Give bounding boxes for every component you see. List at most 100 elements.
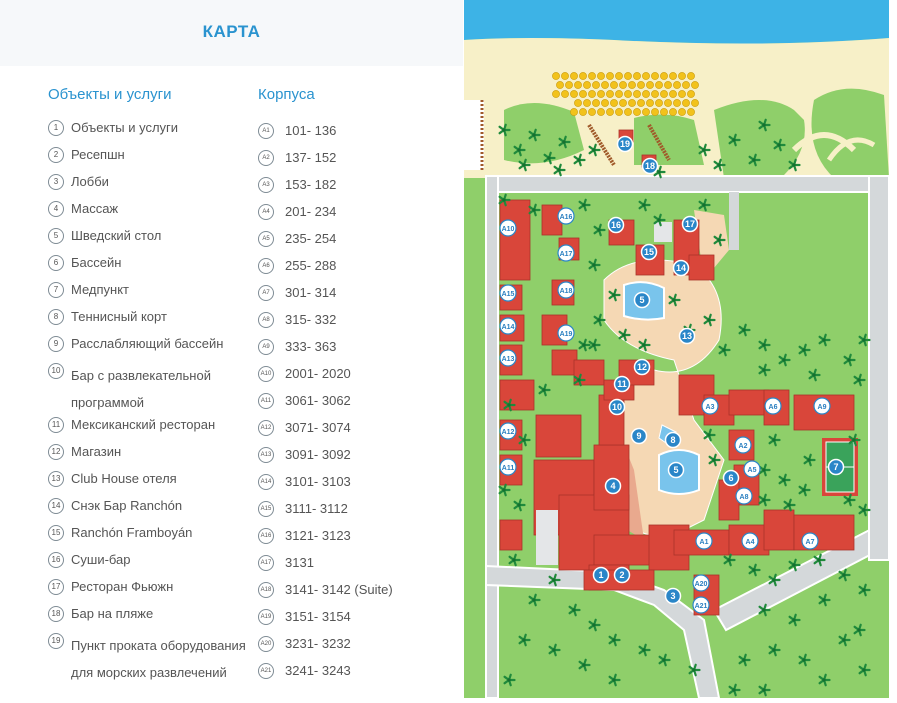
block-item: A19 3151- 3154 [258,608,458,635]
map-block-pin[interactable]: A14 [499,317,517,335]
service-number-badge: 12 [48,444,64,460]
beach-umbrella [664,81,672,89]
palm-tree [503,398,516,412]
beach-umbrella [678,72,686,80]
palm-tree [798,483,811,497]
map-service-pin[interactable]: 10 [608,398,626,416]
service-item: 3 Лобби [48,173,248,200]
map-block-pin[interactable]: A7 [801,532,819,550]
service-number-badge: 10 [48,363,64,379]
map-service-pin[interactable]: 7 [827,458,845,476]
service-label: Бар с развлекательной программой [71,368,211,410]
map-block-pin[interactable]: A19 [557,324,575,342]
palm-tree [818,593,831,607]
map-block-pin[interactable]: A4 [741,532,759,550]
block-rooms: 3231- 3232 [285,636,351,651]
map-service-pin[interactable]: 18 [641,157,659,175]
building [728,524,770,556]
svg-text:A16: A16 [560,214,573,221]
map-block-pin[interactable]: A12 [499,422,517,440]
map-block-pin[interactable]: A13 [499,349,517,367]
map-service-pin[interactable]: 6 [722,469,740,487]
map-block-pin[interactable]: A9 [813,397,831,415]
map-block-pin[interactable]: A2 [734,436,752,454]
palm-tree [593,313,606,327]
palm-tree [813,553,826,567]
block-item: A13 3091- 3092 [258,446,458,473]
palm-tree [638,198,651,212]
beach-umbrella [633,108,641,116]
service-number-badge: 4 [48,201,64,217]
svg-text:18: 18 [645,161,655,171]
map-service-pin[interactable]: 17 [681,215,699,233]
service-label: Ресепшн [71,147,125,162]
service-item: 18 Бар на пляже [48,605,248,632]
beach-umbrella [633,72,641,80]
service-item: 14 Снэк Бар Ranchón [48,497,248,524]
map-block-pin[interactable]: A18 [557,281,575,299]
sea [464,0,889,44]
map-service-pin[interactable]: 9 [630,427,648,445]
palm-tree [788,613,801,627]
beach-umbrella [633,90,641,98]
beach-umbrellas [552,72,699,116]
map-block-pin[interactable]: A17 [557,244,575,262]
map-block-pin[interactable]: A3 [701,397,719,415]
map-block-pin[interactable]: A8 [735,487,753,505]
beach-umbrella [606,108,614,116]
block-rooms: 3091- 3092 [285,447,351,462]
map-block-pin[interactable]: A6 [764,397,782,415]
beach-umbrella [646,99,654,107]
beach-umbrella [610,81,618,89]
beach-umbrella [588,72,596,80]
palm-tree [588,338,601,352]
map-service-pin[interactable]: 12 [633,358,651,376]
palm-tree [858,663,871,677]
svg-text:13: 13 [682,331,692,341]
palm-tree [778,473,791,487]
svg-text:A6: A6 [769,404,778,411]
map-block-pin[interactable]: A16 [557,207,575,225]
map-service-pin[interactable]: 5 [633,291,651,309]
map-block-pin[interactable]: A20 [692,574,710,592]
map-block-pin[interactable]: A11 [499,458,517,476]
map-service-pin[interactable]: 13 [678,327,696,345]
palm-tree [528,203,541,217]
map-block-pin[interactable]: A1 [695,532,713,550]
palm-tree [708,453,721,467]
beach-umbrella [651,108,659,116]
beach-umbrella [570,90,578,98]
beach-umbrella [597,90,605,98]
map-service-pin[interactable]: 8 [664,431,682,449]
palm-tree [758,603,771,617]
map-block-pin[interactable]: A5 [743,460,761,478]
map-service-pin[interactable]: 1 [592,566,610,584]
map-service-pin[interactable]: 19 [616,135,634,153]
map-service-pin[interactable]: 5 [667,461,685,479]
map-block-pin[interactable]: A21 [692,596,710,614]
beach-umbrella [579,108,587,116]
svg-text:11: 11 [617,379,627,389]
map-service-pin[interactable]: 4 [604,477,622,495]
map-block-pin[interactable]: A15 [499,284,517,302]
map-service-pin[interactable]: 2 [613,566,631,584]
beach-umbrella [642,72,650,80]
svg-text:A17: A17 [560,251,573,258]
resort-map[interactable]: 1 2 3 4 5 5 6 7 8 9 10 11 12 13 14 15 16 17 18 19 A1 A2 A3 A4 A5… [464,0,897,699]
map-service-pin[interactable]: 16 [607,216,625,234]
map-block-pin[interactable]: A10 [499,219,517,237]
palm-tree [773,138,786,152]
palm-tree [518,433,531,447]
beach-umbrella [610,99,618,107]
beach-umbrella [646,81,654,89]
beach-umbrella [669,72,677,80]
map-service-pin[interactable]: 3 [664,587,682,605]
palm-tree [818,333,831,347]
map-service-pin[interactable]: 15 [640,243,658,261]
beach-umbrella [682,81,690,89]
map-service-pin[interactable]: 14 [672,259,690,277]
beach-umbrella [606,72,614,80]
svg-text:A19: A19 [560,331,573,338]
beach-umbrella [552,72,560,80]
map-service-pin[interactable]: 11 [613,375,631,393]
